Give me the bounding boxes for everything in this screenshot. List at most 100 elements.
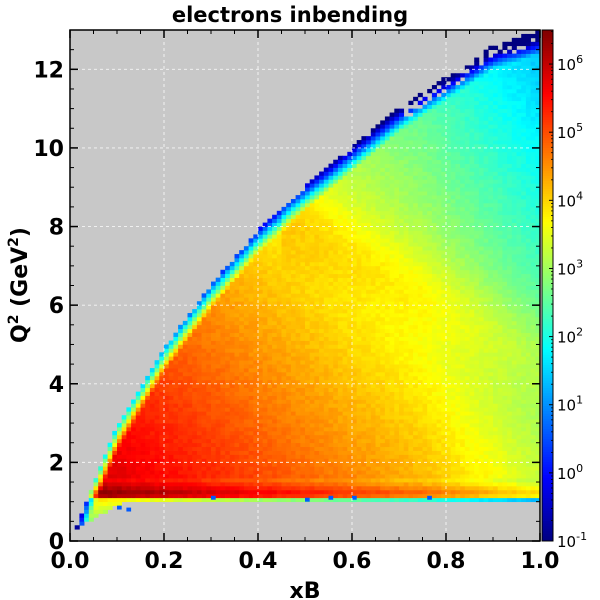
heatmap-bin	[431, 462, 437, 467]
heatmap-bin	[347, 360, 353, 365]
heatmap-bin	[314, 419, 320, 424]
heatmap-bin	[328, 466, 334, 471]
heatmap-bin	[375, 340, 381, 345]
heatmap-bin	[164, 391, 170, 396]
heatmap-bin	[126, 450, 132, 455]
heatmap-bin	[422, 269, 428, 275]
heatmap-bin	[323, 309, 329, 314]
heatmap-bin	[295, 474, 301, 479]
heatmap-bin	[394, 116, 400, 121]
heatmap-bin	[417, 375, 423, 381]
heatmap-bin	[201, 332, 207, 337]
heatmap-bin	[234, 375, 240, 381]
heatmap-bin	[262, 281, 268, 286]
heatmap-bin	[206, 489, 212, 495]
heatmap-bin	[436, 250, 442, 255]
heatmap-bin	[319, 265, 325, 271]
heatmap-bin	[196, 403, 202, 408]
heatmap-bin	[380, 257, 386, 263]
heatmap-bin	[375, 352, 381, 357]
heatmap-bin	[220, 285, 226, 290]
heatmap-bin	[220, 387, 226, 392]
heatmap-bin	[427, 309, 433, 314]
heatmap-bin	[225, 470, 231, 475]
heatmap-bin	[333, 478, 339, 483]
heatmap-bin	[267, 454, 273, 459]
heatmap-bin	[427, 458, 433, 463]
heatmap-bin	[352, 171, 358, 176]
heatmap-bin	[323, 210, 329, 216]
heatmap-bin	[196, 371, 202, 377]
heatmap-bin	[290, 387, 296, 392]
heatmap-bin	[159, 360, 165, 365]
heatmap-bin	[436, 179, 442, 184]
heatmap-bin	[366, 427, 372, 432]
heatmap-bin	[403, 226, 409, 231]
heatmap-bin	[253, 234, 259, 239]
heatmap-bin	[403, 199, 409, 204]
heatmap-bin	[422, 151, 428, 157]
heatmap-bin	[258, 360, 264, 365]
heatmap-bin	[314, 257, 320, 263]
heatmap-bin	[314, 352, 320, 357]
heatmap-bin	[361, 195, 367, 200]
heatmap-bin	[370, 234, 376, 239]
heatmap-bin	[431, 371, 437, 377]
heatmap-bin	[399, 234, 405, 239]
heatmap-bin	[234, 466, 240, 471]
heatmap-bin	[427, 226, 433, 231]
heatmap-bin	[431, 438, 437, 444]
heatmap-bin	[290, 316, 296, 322]
heatmap-bin	[135, 411, 141, 416]
heatmap-bin	[399, 261, 405, 267]
heatmap-bin	[276, 403, 282, 408]
heatmap-bin	[408, 191, 414, 196]
heatmap-bin	[93, 509, 99, 514]
heatmap-bin	[206, 434, 212, 440]
heatmap-bin	[154, 458, 160, 463]
heatmap-bin	[253, 458, 259, 463]
heatmap-bin	[417, 108, 423, 113]
heatmap-bin	[370, 297, 376, 302]
heatmap-bin	[375, 371, 381, 377]
heatmap-bin	[328, 391, 334, 396]
heatmap-bin	[206, 336, 212, 341]
heatmap-bin	[286, 411, 292, 416]
heatmap-bin	[356, 202, 362, 208]
heatmap-bin	[394, 202, 400, 208]
heatmap-bin	[187, 313, 193, 318]
heatmap-bin	[413, 230, 419, 235]
heatmap-bin	[187, 352, 193, 357]
heatmap-bin	[399, 226, 405, 231]
heatmap-bin	[276, 458, 282, 463]
heatmap-bin	[333, 458, 339, 463]
heatmap-bin	[211, 332, 217, 337]
heatmap-bin	[305, 289, 311, 294]
heatmap-bin	[337, 407, 343, 412]
heatmap-bin	[408, 124, 414, 129]
heatmap-bin	[347, 344, 353, 349]
heatmap-bin	[192, 309, 198, 314]
heatmap-bin	[431, 316, 437, 322]
heatmap-bin	[300, 383, 306, 389]
heatmap-bin	[262, 313, 268, 318]
heatmap-bin	[178, 379, 184, 385]
heatmap-bin	[417, 391, 423, 396]
heatmap-bin	[389, 293, 395, 298]
heatmap-bin	[206, 497, 212, 503]
heatmap-bin	[366, 238, 372, 243]
heatmap-bin	[319, 332, 325, 337]
heatmap-bin	[427, 482, 433, 487]
heatmap-bin	[272, 242, 278, 247]
heatmap-bin	[380, 430, 386, 436]
heatmap-bin	[286, 320, 292, 326]
heatmap-bin	[281, 206, 287, 212]
heatmap-bin	[258, 489, 264, 495]
heatmap-bin	[384, 132, 390, 137]
heatmap-bin	[323, 411, 329, 416]
heatmap-bin	[300, 434, 306, 440]
heatmap-bin	[408, 100, 414, 106]
heatmap-bin	[431, 179, 437, 184]
heatmap-bin	[361, 143, 367, 149]
heatmap-bin	[196, 419, 202, 424]
